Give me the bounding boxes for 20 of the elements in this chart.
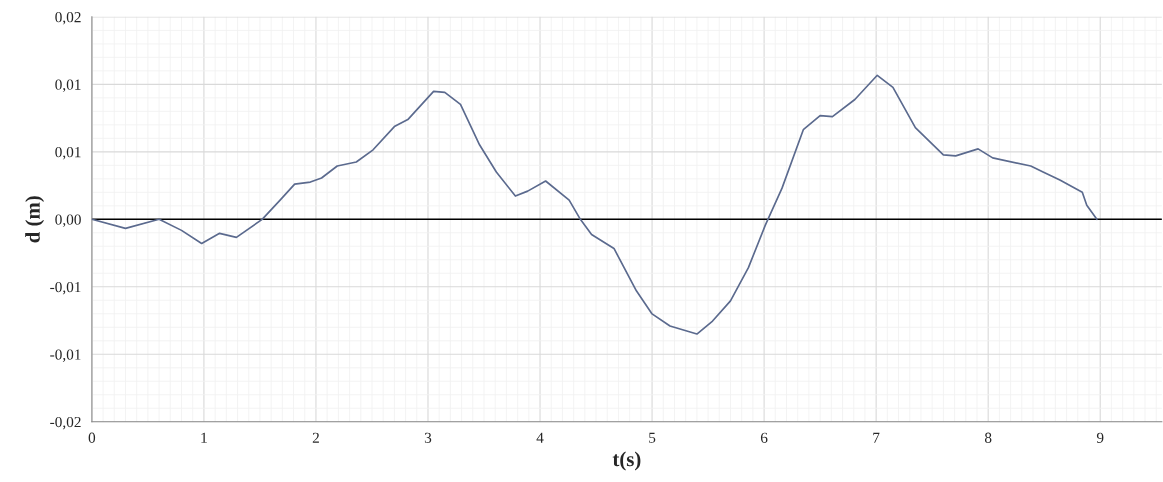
- y-tick-label: 0,01: [55, 146, 81, 160]
- x-tick-label: 4: [536, 432, 544, 443]
- x-axis-title: t(s): [612, 451, 641, 471]
- x-tick-label: 7: [873, 432, 880, 443]
- y-tick-label: -0,01: [50, 349, 81, 362]
- x-tick-label: 1: [201, 432, 207, 443]
- y-tick-label: 0,02: [55, 12, 81, 25]
- x-tick-label: 3: [424, 432, 432, 443]
- x-tick-label: 8: [984, 432, 992, 443]
- y-tick-label: -0,02: [50, 416, 81, 430]
- y-axis-title: d (m): [25, 196, 45, 243]
- x-tick-label: 5: [649, 432, 656, 443]
- y-tick-label: 0,00: [55, 214, 81, 227]
- y-tick-label: -0,01: [50, 281, 81, 295]
- x-tick-label: 0: [88, 432, 96, 443]
- line-series: [91, 74, 1098, 335]
- y-tick-label: 0,01: [55, 79, 81, 92]
- x-tick-label: 6: [760, 432, 768, 443]
- x-tick-label: 2: [312, 432, 319, 443]
- x-tick-label: 9: [1096, 432, 1104, 443]
